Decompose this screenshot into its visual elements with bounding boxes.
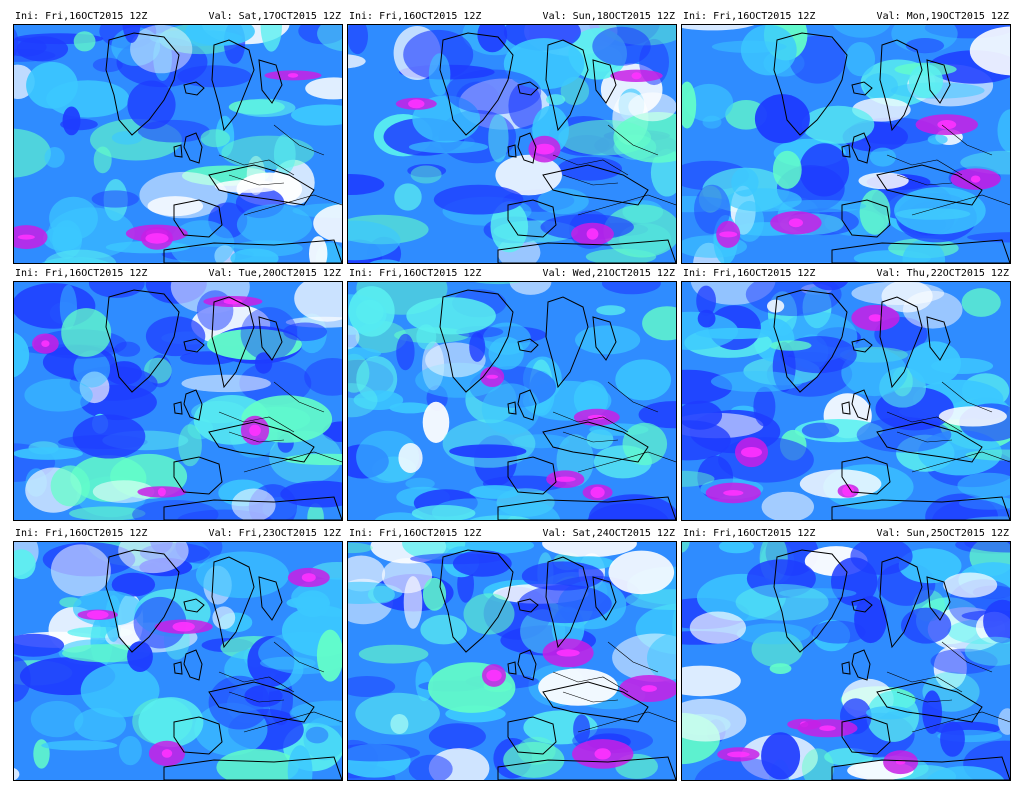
precipitation-field <box>682 25 1010 263</box>
precipitation-map <box>681 24 1011 264</box>
valid-time-label: Val: Sat,17OCT2015 12Z <box>208 11 341 22</box>
init-time-label: Ini: Fri,16OCT2015 12Z <box>683 528 816 539</box>
init-time-label: Ini: Fri,16OCT2015 12Z <box>349 528 482 539</box>
init-time-label: Ini: Fri,16OCT2015 12Z <box>683 268 816 279</box>
precipitation-field <box>14 542 342 780</box>
precipitation-map <box>681 541 1011 781</box>
init-time-label: Ini: Fri,16OCT2015 12Z <box>683 11 816 22</box>
valid-time-label: Val: Fri,23OCT2015 12Z <box>208 528 341 539</box>
precipitation-map <box>347 281 677 521</box>
init-time-label: Ini: Fri,16OCT2015 12Z <box>15 528 148 539</box>
forecast-panel-6: Ini: Fri,16OCT2015 12Z Val: Thu,22OCT2015… <box>681 267 1011 521</box>
forecast-panel-5: Ini: Fri,16OCT2015 12Z Val: Wed,21OCT2015… <box>347 267 677 521</box>
init-time-label: Ini: Fri,16OCT2015 12Z <box>15 268 148 279</box>
init-time-label: Ini: Fri,16OCT2015 12Z <box>349 268 482 279</box>
valid-time-label: Val: Wed,21OCT2015 12Z <box>542 268 675 279</box>
valid-time-label: Val: Tue,20OCT2015 12Z <box>208 268 341 279</box>
valid-time-label: Val: Thu,22OCT2015 12Z <box>876 268 1009 279</box>
precipitation-field <box>348 282 676 520</box>
forecast-panel-8: Ini: Fri,16OCT2015 12Z Val: Sat,24OCT2015… <box>347 527 677 781</box>
forecast-panel-4: Ini: Fri,16OCT2015 12Z Val: Tue,20OCT2015… <box>13 267 343 521</box>
forecast-panel-7: Ini: Fri,16OCT2015 12Z Val: Fri,23OCT2015… <box>13 527 343 781</box>
precipitation-field <box>348 25 676 263</box>
precipitation-map <box>347 24 677 264</box>
forecast-panel-3: Ini: Fri,16OCT2015 12Z Val: Mon,19OCT2015… <box>681 10 1011 264</box>
precipitation-field <box>14 282 342 520</box>
precipitation-map <box>347 541 677 781</box>
valid-time-label: Val: Mon,19OCT2015 12Z <box>876 11 1009 22</box>
precipitation-map <box>13 24 343 264</box>
precipitation-field <box>682 282 1010 520</box>
precipitation-map <box>13 541 343 781</box>
forecast-panel-1: Ini: Fri,16OCT2015 12Z Val: Sat,17OCT2015… <box>13 10 343 264</box>
valid-time-label: Val: Sun,25OCT2015 12Z <box>876 528 1009 539</box>
valid-time-label: Val: Sun,18OCT2015 12Z <box>542 11 675 22</box>
precipitation-map <box>13 281 343 521</box>
precipitation-field <box>682 542 1010 780</box>
precipitation-field <box>14 25 342 263</box>
forecast-panel-9: Ini: Fri,16OCT2015 12Z Val: Sun,25OCT2015… <box>681 527 1011 781</box>
init-time-label: Ini: Fri,16OCT2015 12Z <box>349 11 482 22</box>
valid-time-label: Val: Sat,24OCT2015 12Z <box>542 528 675 539</box>
init-time-label: Ini: Fri,16OCT2015 12Z <box>15 11 148 22</box>
precipitation-map <box>681 281 1011 521</box>
precipitation-field <box>348 542 676 780</box>
forecast-panel-2: Ini: Fri,16OCT2015 12Z Val: Sun,18OCT2015… <box>347 10 677 264</box>
